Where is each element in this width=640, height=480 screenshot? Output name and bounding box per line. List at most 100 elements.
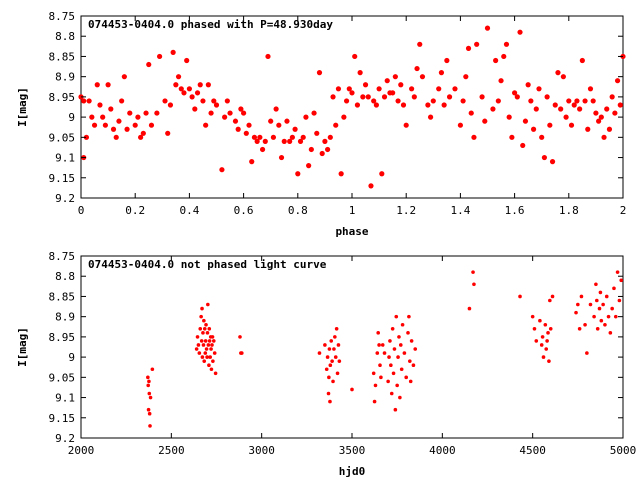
data-point [617, 298, 622, 303]
data-point [200, 98, 206, 104]
data-point [525, 82, 531, 88]
data-point [400, 102, 407, 108]
data-point [391, 371, 396, 376]
data-point [202, 327, 207, 331]
data-point [397, 335, 401, 339]
data-point [463, 74, 469, 80]
data-point [330, 94, 336, 100]
data-point [308, 146, 314, 153]
data-point [609, 94, 615, 100]
data-point [147, 411, 152, 416]
data-point [202, 318, 206, 323]
data-point [194, 90, 201, 96]
y-tick-label: 8.85 [49, 290, 76, 303]
data-point [276, 122, 282, 128]
data-point [467, 306, 472, 311]
data-point [373, 102, 379, 108]
data-point [205, 355, 209, 359]
data-point [249, 159, 255, 165]
data-point [202, 359, 207, 363]
data-point [495, 98, 501, 104]
data-point [376, 86, 382, 92]
data-point [612, 110, 618, 116]
data-point [246, 122, 252, 128]
x-tick-label: 3000 [248, 444, 275, 457]
data-point [365, 94, 371, 100]
x-tick-label: 0.6 [234, 204, 254, 217]
data-point [594, 282, 598, 287]
data-point [324, 367, 329, 372]
data-point [108, 106, 114, 112]
data-point [334, 327, 339, 331]
data-point [574, 98, 580, 104]
data-point [148, 122, 155, 128]
data-point [219, 167, 225, 173]
y-tick-label: 8.8 [55, 30, 75, 43]
data-point [284, 118, 290, 124]
data-point [146, 407, 151, 412]
data-point [86, 98, 92, 104]
data-point [372, 399, 377, 404]
data-point [333, 355, 338, 359]
data-point [203, 351, 208, 355]
data-point [154, 110, 160, 116]
data-point [333, 335, 337, 339]
data-point [379, 375, 383, 380]
data-point [170, 49, 176, 56]
data-point [493, 57, 499, 64]
data-point [612, 286, 616, 291]
y-tick-label: 9.2 [55, 192, 75, 205]
data-point [335, 86, 342, 92]
data-point [590, 98, 596, 104]
data-point [566, 98, 572, 104]
plot-frame [80, 255, 624, 439]
data-point [212, 351, 217, 355]
data-point [203, 339, 208, 343]
data-point [540, 335, 545, 339]
x-tick-label: 0.8 [288, 204, 308, 217]
data-point [94, 82, 100, 88]
data-point [325, 146, 331, 153]
data-point [548, 327, 553, 331]
data-point [327, 347, 332, 351]
data-point [468, 110, 474, 116]
data-point [547, 122, 553, 128]
data-point [322, 138, 328, 144]
data-point [257, 134, 263, 140]
data-point [338, 171, 344, 177]
data-point [606, 126, 613, 132]
data-point [394, 314, 399, 319]
x-axis-label: hjd0 [339, 465, 366, 478]
data-point [181, 90, 187, 96]
data-point [381, 94, 388, 100]
data-point [325, 355, 330, 359]
data-point [335, 371, 340, 376]
data-point [147, 379, 151, 384]
data-point [156, 53, 163, 60]
data-point [517, 29, 523, 35]
data-point [571, 102, 577, 108]
data-point [392, 347, 397, 351]
data-point [585, 351, 589, 355]
data-point [213, 371, 218, 376]
data-points [146, 270, 623, 428]
data-point [196, 343, 201, 347]
data-point [326, 391, 331, 396]
data-point [376, 331, 380, 335]
data-point [601, 302, 605, 307]
data-point [350, 387, 354, 392]
data-point [541, 154, 548, 161]
data-point [474, 41, 480, 47]
y-tick-label: 8.85 [49, 50, 76, 63]
data-point [617, 102, 623, 108]
data-point [192, 106, 198, 112]
data-point [262, 138, 268, 144]
data-point [543, 322, 548, 327]
data-point [409, 339, 414, 343]
data-point [211, 339, 216, 343]
y-tick-label: 9.05 [49, 131, 76, 144]
data-point [371, 371, 376, 376]
x-tick-label: 2500 [158, 444, 185, 457]
data-point [200, 355, 205, 359]
data-point [471, 270, 475, 274]
